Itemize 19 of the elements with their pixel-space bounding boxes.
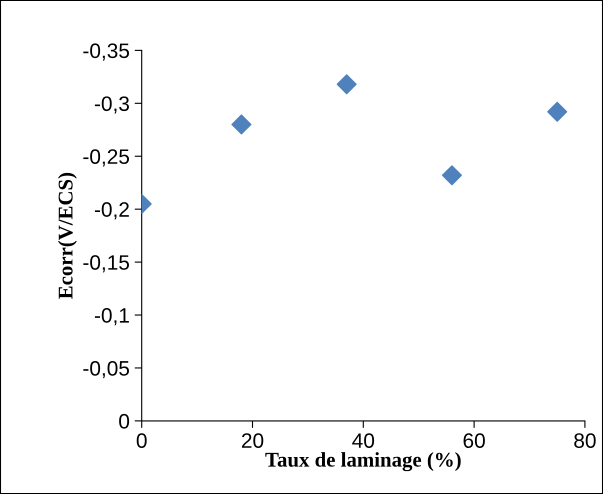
x-tick-label: 20 [242, 433, 264, 448]
y-tick-label: -0,15 [83, 255, 130, 272]
point [231, 114, 252, 134]
y-tick-label: -0,2 [94, 202, 129, 220]
y-tick-label: -0,35 [83, 43, 130, 61]
y-tick-label: -0,3 [94, 96, 129, 114]
y-tick-label: -0,1 [94, 308, 129, 326]
y-axis-title: Ecorr(V/ECS) [58, 172, 77, 299]
y-tick-label: -0,25 [83, 149, 130, 166]
point [547, 102, 568, 122]
y-tick-label: -0,05 [83, 360, 130, 378]
x-tick-label: 40 [352, 433, 374, 448]
x-axis-title: Taux de laminage (%) [265, 452, 461, 472]
x-tick-label: 60 [464, 433, 485, 448]
x-tick-label: 80 [574, 433, 596, 448]
x-tick-label: 0 [136, 433, 147, 448]
y-tick-label: 0 [119, 414, 130, 429]
point [442, 165, 462, 186]
point [336, 74, 357, 94]
